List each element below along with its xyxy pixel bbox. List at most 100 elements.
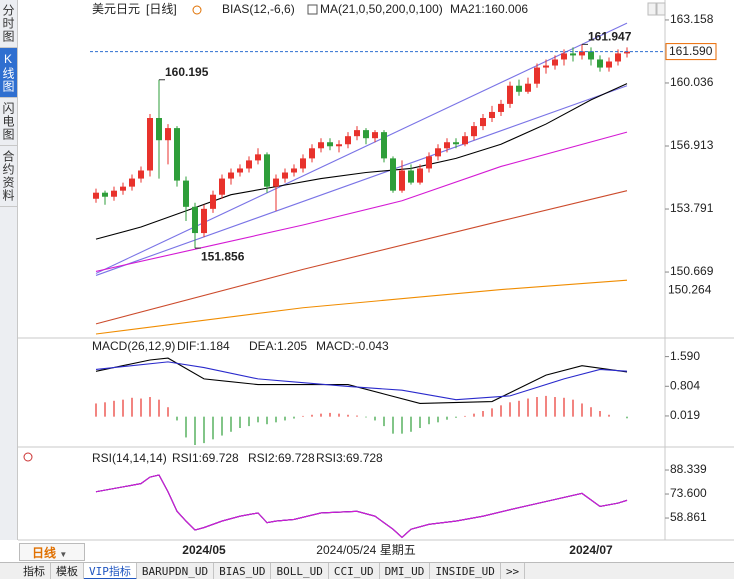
- line: [95, 22, 628, 274]
- y-tick-label: 0.019: [670, 408, 700, 422]
- scroll-right[interactable]: [656, 2, 666, 16]
- candle-body: [273, 178, 279, 187]
- y-tick-label: 160.036: [670, 75, 714, 89]
- line: [95, 474, 628, 539]
- bottom-tab[interactable]: 指标: [18, 563, 51, 579]
- sidebar-tab[interactable]: 合约资料: [0, 146, 17, 207]
- candle-body: [372, 132, 378, 139]
- y-tick-label: 73.600: [670, 486, 707, 500]
- candle-body: [282, 172, 288, 179]
- bottom-tab[interactable]: VIP指标: [84, 563, 137, 579]
- candle-body: [165, 128, 171, 141]
- candle-body: [606, 61, 612, 68]
- bottom-tab[interactable]: DMI_UD: [380, 563, 431, 579]
- scroll-left[interactable]: [647, 2, 657, 16]
- add-icon[interactable]: [192, 5, 202, 15]
- sidebar-tab[interactable]: 闪电图: [0, 98, 17, 146]
- candle-body: [201, 208, 207, 234]
- y-tick-label: 163.158: [670, 12, 714, 26]
- end-label: 150.264: [668, 282, 712, 296]
- bottom-tab[interactable]: BIAS_UD: [214, 563, 272, 579]
- candle-body: [471, 126, 477, 137]
- indicator-label: MA(21,0,50,200,0,100): [320, 2, 443, 16]
- candle-body: [588, 51, 594, 60]
- bottom-tab[interactable]: >>: [501, 563, 526, 579]
- line: [95, 190, 628, 325]
- candle-body: [354, 130, 360, 137]
- x-tick-label: 2024/05: [182, 543, 226, 557]
- candle-body: [390, 158, 396, 191]
- candle-body: [399, 170, 405, 191]
- line: [95, 361, 628, 401]
- candle-body: [516, 85, 522, 92]
- candle-body: [597, 59, 603, 68]
- candle-body: [120, 186, 126, 191]
- bottom-tab[interactable]: 模板: [51, 563, 84, 579]
- line: [95, 474, 628, 539]
- y-tick-label: 58.861: [670, 510, 707, 524]
- legend-entry: RSI2:69.728: [248, 451, 315, 465]
- legend-entry: MACD:-0.043: [316, 339, 389, 353]
- candle-body: [615, 53, 621, 62]
- candle-body: [534, 67, 540, 84]
- bottom-tab[interactable]: INSIDE_UD: [430, 563, 501, 579]
- candle-body: [345, 136, 351, 145]
- settings-icon[interactable]: [23, 452, 33, 462]
- line: [95, 474, 628, 539]
- candle-body: [498, 103, 504, 112]
- candle-body: [480, 118, 486, 127]
- candle-body: [561, 53, 567, 60]
- legend-entry: RSI1:69.728: [172, 451, 239, 465]
- y-tick-label: 156.913: [670, 138, 714, 152]
- candle-body: [462, 136, 468, 145]
- candle-body: [363, 130, 369, 139]
- candle-body: [210, 194, 216, 209]
- spacer: [0, 563, 18, 579]
- candle-body: [264, 154, 270, 187]
- candle-body: [543, 65, 549, 68]
- bottom-tab[interactable]: BOLL_UD: [271, 563, 329, 579]
- y-tick-label: 1.590: [670, 349, 700, 363]
- x-tick-label: 2024/07: [569, 543, 613, 557]
- current-price-box: [665, 43, 717, 61]
- candle-body: [408, 170, 414, 183]
- sidebar-tab[interactable]: K线图: [0, 48, 17, 98]
- legend-entry: RSI3:69.728: [316, 451, 383, 465]
- candle-body: [147, 118, 153, 171]
- title: MACD(26,12,9): [92, 339, 175, 353]
- period: [日线]: [146, 2, 177, 16]
- candle-body: [336, 144, 342, 147]
- candle-body: [138, 170, 144, 179]
- indicator-icon[interactable]: [307, 4, 318, 15]
- candle-body: [435, 148, 441, 157]
- candle-body: [156, 118, 162, 141]
- candle-body: [552, 59, 558, 66]
- candle-body: [381, 132, 387, 159]
- bottom-tab[interactable]: CCI_UD: [329, 563, 380, 579]
- line: [95, 357, 628, 404]
- bottom-tabs: 指标 模板 VIP指标 BARUPDN_UD BIAS_UD BOLL_UD CCI_UD D…: [0, 562, 734, 579]
- sidebar-tab[interactable]: 分时图: [0, 0, 17, 48]
- candle-body: [426, 156, 432, 169]
- sidebar: 分时图 K线图 闪电图 合约资料: [0, 0, 18, 540]
- period-selector[interactable]: 日线 ▼: [19, 543, 85, 561]
- period-text: 日线: [32, 546, 57, 560]
- candle-body: [255, 154, 261, 161]
- y-tick-label: 88.339: [670, 462, 707, 476]
- candle-body: [102, 192, 108, 197]
- annotation: 151.856: [201, 249, 245, 263]
- annotation: 160.195: [165, 65, 209, 79]
- candle-body: [579, 51, 585, 56]
- bottom-tab[interactable]: BARUPDN_UD: [137, 563, 215, 579]
- indicator-label: BIAS(12,-6,6): [222, 2, 295, 16]
- candle-body: [174, 128, 180, 181]
- candle-body: [192, 206, 198, 234]
- candle-body: [237, 168, 243, 173]
- title: RSI(14,14,14): [92, 451, 167, 465]
- y-tick-label: 150.669: [670, 264, 714, 278]
- title: 美元日元: [92, 2, 140, 16]
- line: [95, 279, 628, 335]
- indicator-label: MA21:160.006: [450, 2, 528, 16]
- candle-body: [291, 168, 297, 173]
